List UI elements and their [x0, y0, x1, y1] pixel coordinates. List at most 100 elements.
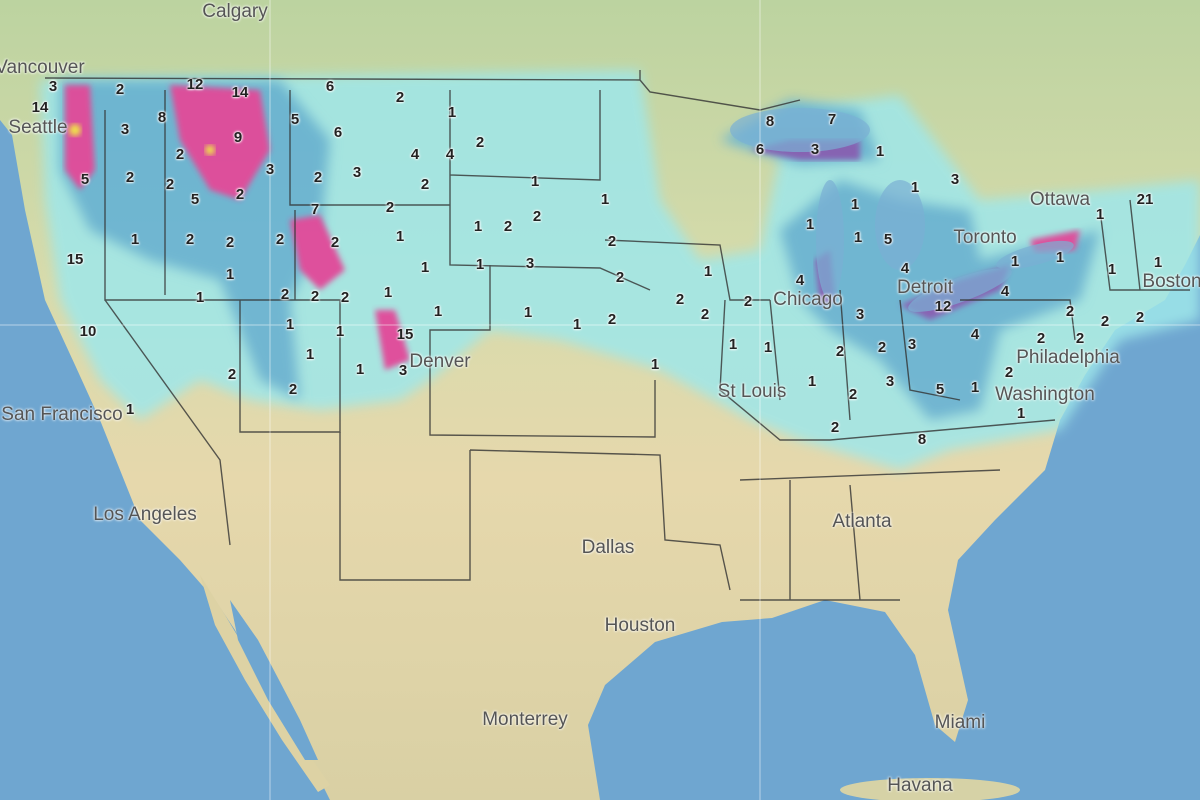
- snowfall-amount-label: 2: [420, 176, 430, 193]
- snowfall-amount-label: 10: [79, 323, 97, 340]
- snowfall-amount-label: 2: [275, 231, 285, 248]
- snowfall-amount-label: 21: [1136, 191, 1154, 208]
- snowfall-amount-label: 1: [850, 196, 860, 213]
- snowfall-amount-label: 1: [420, 259, 430, 276]
- city-label-havana: Havana: [887, 775, 953, 796]
- snowfall-amount-label: 1: [1055, 249, 1065, 266]
- snowfall-amount-label: 8: [765, 113, 775, 130]
- snowfall-amount-label: 12: [934, 298, 952, 315]
- snowfall-amount-label: 2: [125, 169, 135, 186]
- snowfall-amount-label: 1: [572, 316, 582, 333]
- snowfall-amount-label: 2: [532, 208, 542, 225]
- snowfall-amount-label: 5: [80, 171, 90, 188]
- snowfall-amount-label: 2: [1075, 330, 1085, 347]
- snowfall-amount-label: 1: [600, 191, 610, 208]
- snowfall-amount-label: 6: [755, 141, 765, 158]
- snowfall-amount-label: 1: [125, 401, 135, 418]
- snowfall-amount-label: 1: [728, 336, 738, 353]
- snowfall-amount-label: 2: [310, 288, 320, 305]
- snowfall-amount-label: 2: [385, 199, 395, 216]
- snowfall-amount-label: 1: [523, 304, 533, 321]
- city-label-houston: Houston: [604, 615, 676, 636]
- snowfall-amount-label: 2: [1065, 303, 1075, 320]
- snowfall-amount-label: 4: [410, 146, 420, 163]
- snowfall-amount-label: 1: [1095, 206, 1105, 223]
- snowfall-amount-label: 2: [830, 419, 840, 436]
- snowfall-amount-label: 4: [445, 146, 455, 163]
- snowfall-amount-label: 2: [235, 186, 245, 203]
- city-label-atlanta: Atlanta: [832, 511, 892, 532]
- snowfall-amount-label: 3: [810, 141, 820, 158]
- snowfall-amount-label: 1: [1153, 254, 1163, 271]
- snowfall-amount-label: 2: [848, 386, 858, 403]
- snowfall-amount-label: 2: [330, 234, 340, 251]
- snowfall-amount-label: 1: [395, 228, 405, 245]
- snowfall-amount-label: 3: [855, 306, 865, 323]
- snowfall-amount-label: 1: [475, 256, 485, 273]
- snowfall-amount-label: 9: [233, 129, 243, 146]
- snowfall-amount-label: 1: [763, 339, 773, 356]
- snowfall-amount-label: 2: [700, 306, 710, 323]
- snowfall-amount-label: 1: [195, 289, 205, 306]
- snowfall-amount-label: 5: [935, 381, 945, 398]
- snowfall-amount-label: 1: [355, 361, 365, 378]
- snowfall-amount-label: 7: [310, 201, 320, 218]
- snowfall-amount-label: 2: [1004, 364, 1014, 381]
- snowfall-amount-label: 2: [607, 311, 617, 328]
- city-label-monterrey: Monterrey: [482, 709, 568, 730]
- snowfall-amount-label: 5: [290, 111, 300, 128]
- snowfall-amount-label: 2: [1036, 330, 1046, 347]
- snowfall-amount-label: 1: [970, 379, 980, 396]
- land-cuba: [840, 778, 1020, 800]
- city-label-san-francisco: San Francisco: [1, 404, 123, 425]
- snowfall-amount-label: 4: [1000, 283, 1010, 300]
- city-label-miami: Miami: [934, 712, 986, 733]
- snowfall-amount-label: 1: [805, 216, 815, 233]
- great-lakes: [730, 108, 1074, 312]
- snowfall-amount-label: 1: [447, 104, 457, 121]
- snowfall-amount-label: 2: [475, 134, 485, 151]
- snowfall-amount-label: 14: [231, 84, 249, 101]
- snowfall-amount-label: 1: [225, 266, 235, 283]
- city-label-detroit: Detroit: [897, 277, 953, 298]
- city-label-los-angeles: Los Angeles: [93, 504, 197, 525]
- snowfall-amount-label: 1: [383, 284, 393, 301]
- snowfall-amount-label: 2: [340, 289, 350, 306]
- snowfall-amount-label: 3: [265, 161, 275, 178]
- snowfall-amount-label: 2: [165, 176, 175, 193]
- snowfall-amount-label: 7: [827, 111, 837, 128]
- borders: [44, 70, 1190, 601]
- snowfall-amount-label: 2: [227, 366, 237, 383]
- snowfall-amount-label: 2: [115, 81, 125, 98]
- city-label-vancouver: Vancouver: [0, 57, 85, 78]
- snowfall-amount-label: 2: [607, 233, 617, 250]
- snowfall-amount-label: 2: [503, 218, 513, 235]
- snowfall-amount-label: 1: [530, 173, 540, 190]
- snowfall-amount-label: 3: [48, 78, 58, 95]
- snowfall-amount-label: 4: [795, 272, 805, 289]
- snowfall-amount-label: 2: [185, 231, 195, 248]
- city-label-philadelphia: Philadelphia: [1016, 347, 1120, 368]
- snowfall-amount-label: 1: [853, 229, 863, 246]
- snowfall-amount-label: 1: [305, 346, 315, 363]
- snowfall-amount-label: 2: [288, 381, 298, 398]
- snowfall-amount-label: 1: [650, 356, 660, 373]
- snowfall-amount-label: 1: [910, 179, 920, 196]
- snowfall-amount-label: 1: [285, 316, 295, 333]
- city-label-ottawa: Ottawa: [1029, 189, 1091, 210]
- snowfall-amount-label: 3: [120, 121, 130, 138]
- city-label-chicago: Chicago: [773, 289, 843, 310]
- snowfall-amount-label: 3: [885, 373, 895, 390]
- snowfall-amount-label: 5: [883, 231, 893, 248]
- snowfall-amount-label: 2: [877, 339, 887, 356]
- snowfall-amount-label: 2: [395, 89, 405, 106]
- city-label-denver: Denver: [409, 351, 471, 372]
- snowfall-amount-label: 8: [157, 109, 167, 126]
- snowfall-amount-label: 2: [615, 269, 625, 286]
- snowfall-amount-label: 4: [900, 260, 910, 277]
- snowfall-amount-label: 1: [433, 303, 443, 320]
- city-label-boston: Boston: [1142, 271, 1200, 292]
